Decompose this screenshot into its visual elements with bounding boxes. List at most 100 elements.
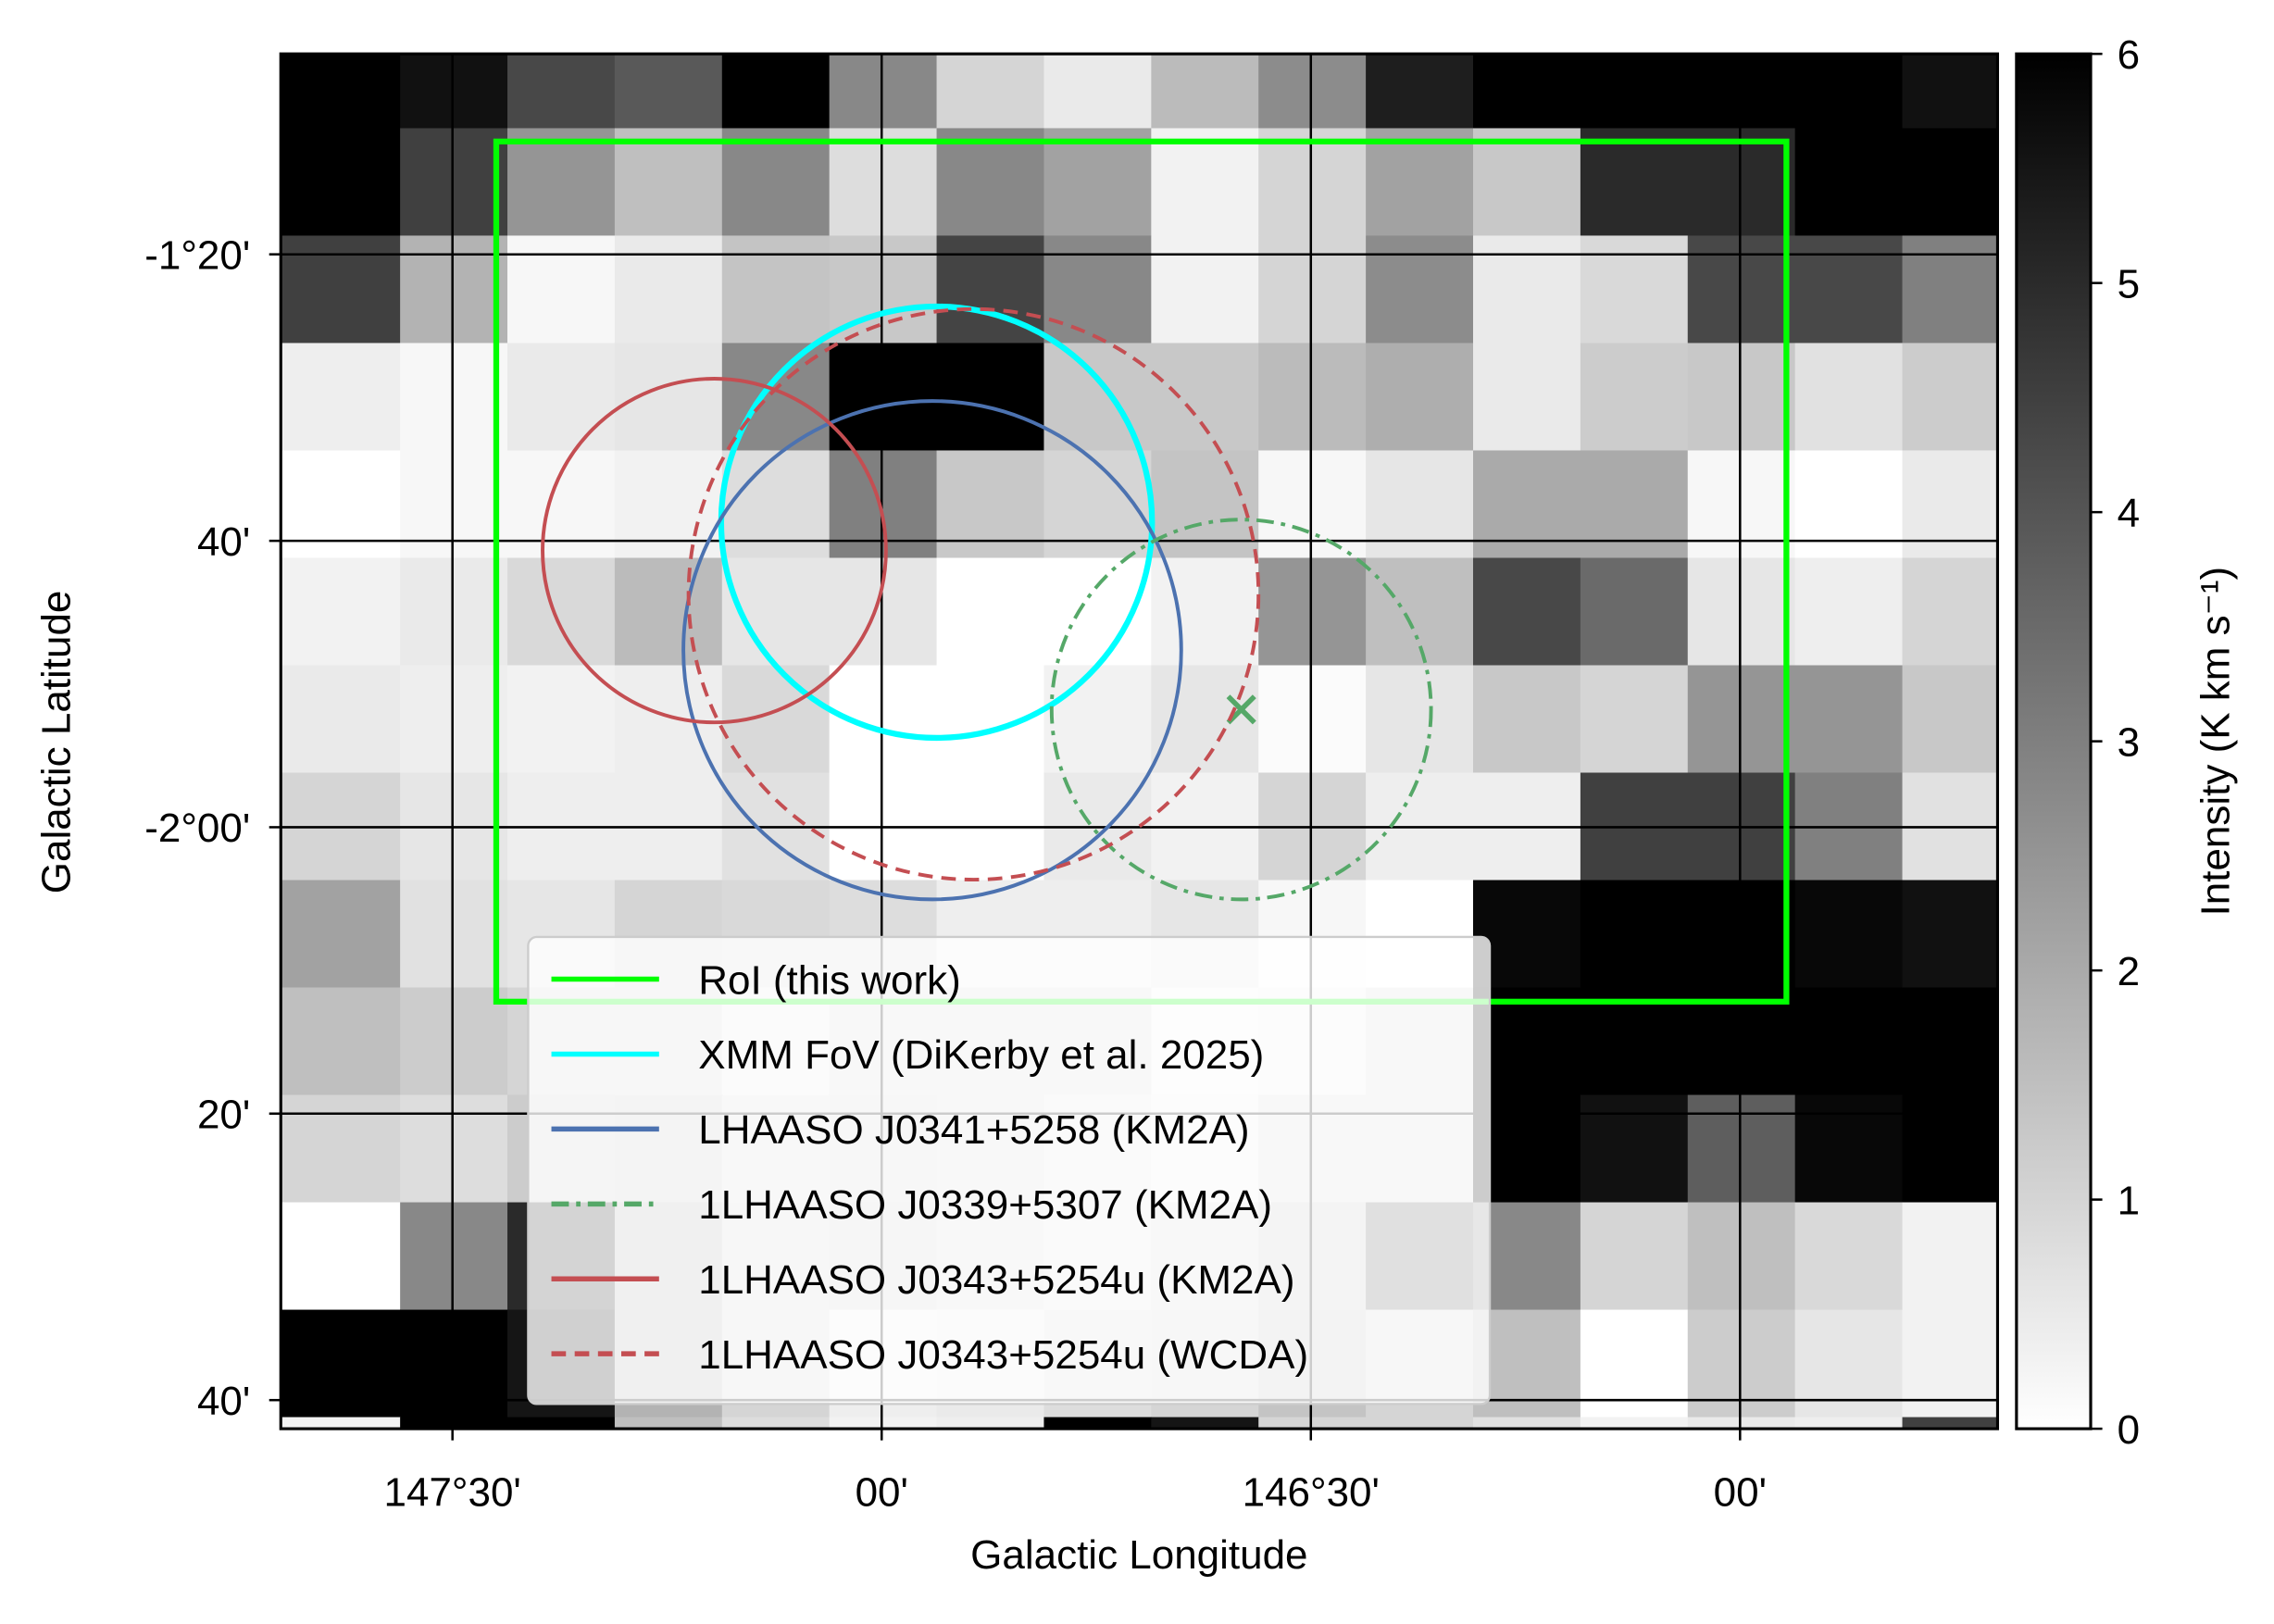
heatmap-cell — [829, 128, 938, 237]
heatmap-cell — [1258, 54, 1367, 130]
x-tick-label: 00' — [856, 1469, 908, 1515]
heatmap-cell — [1902, 343, 1998, 452]
heatmap-cell — [1151, 665, 1260, 774]
heatmap-cell — [936, 343, 1045, 452]
heatmap-cell — [1472, 54, 1581, 130]
heatmap-cell — [1043, 128, 1153, 237]
x-axis-label: Galactic Longitude — [970, 1532, 1307, 1578]
heatmap-cell — [829, 1417, 938, 1430]
heatmap-cell — [1472, 1202, 1581, 1311]
heatmap-cell — [721, 450, 831, 559]
heatmap-cell — [1580, 1309, 1689, 1418]
heatmap-cell — [936, 557, 1045, 667]
heatmap-cell — [1794, 128, 1904, 237]
y-tick-label: 20' — [197, 1092, 250, 1137]
heatmap-cell — [1902, 987, 1998, 1096]
axes: 147°30' 00' 146°30' 00' -1°20' 40' -2°00' 20' 40… — [144, 232, 1767, 1515]
heatmap-cell — [1043, 54, 1153, 130]
colorbar-ramp — [2015, 52, 2093, 1430]
heatmap-cell — [281, 343, 401, 452]
heatmap-cell — [1472, 987, 1581, 1096]
heatmap-cell — [614, 235, 723, 344]
heatmap-cell — [1687, 1202, 1796, 1311]
heatmap-cell — [1794, 987, 1904, 1096]
heatmap-cell — [614, 1417, 723, 1430]
heatmap-cell — [507, 235, 616, 344]
heatmap-cell — [1902, 450, 1998, 559]
heatmap-cell — [281, 128, 401, 237]
heatmap-cell — [1687, 235, 1796, 344]
plot-frame — [279, 52, 2000, 1430]
y-tick-label: -2°00' — [144, 806, 250, 851]
heatmap-cell — [1580, 343, 1689, 452]
y-tick-label: 40' — [197, 1379, 250, 1424]
heatmap-cell — [1472, 665, 1581, 774]
heatmap-cell — [281, 1094, 401, 1204]
heatmap-cell — [1580, 557, 1689, 667]
heatmap-cell — [1902, 128, 1998, 237]
heatmap-cell — [1366, 54, 1474, 130]
heatmap-cell — [1472, 880, 1581, 989]
colorbar-tick-label: 2 — [2118, 949, 2140, 994]
heatmap-cell — [1794, 235, 1904, 344]
heatmap-cell — [1902, 235, 1998, 344]
heatmap-cell — [1472, 557, 1581, 667]
heatmap-cell — [400, 557, 508, 667]
heatmap-cell — [1258, 557, 1367, 667]
heatmap-cell — [1043, 235, 1153, 344]
heatmap-cell — [1794, 450, 1904, 559]
heatmap-cell — [1794, 880, 1904, 989]
legend-label: RoI (this work) — [698, 957, 961, 1003]
heatmap-cell — [1580, 987, 1689, 1096]
heatmap-cell — [1687, 987, 1796, 1096]
heatmap-cell — [400, 1417, 508, 1430]
heatmap-cell — [614, 128, 723, 237]
heatmap-cell — [281, 987, 401, 1096]
heatmap-cell — [1687, 343, 1796, 452]
legend-box — [527, 935, 1492, 1405]
heatmap-cell — [400, 54, 508, 130]
heatmap-cell — [1366, 128, 1474, 237]
colorbar: 0 1 2 3 4 5 6 Intensity (K km s⁻¹) — [2015, 32, 2238, 1453]
heatmap-cell — [1902, 880, 1998, 989]
heatmap-cell — [400, 1309, 508, 1418]
heatmap-cell — [1794, 1202, 1904, 1311]
heatmap-cell — [1580, 128, 1689, 237]
heatmap-cell — [281, 880, 401, 989]
x-tick-label: 147°30' — [384, 1469, 521, 1515]
heatmap-cell — [400, 343, 508, 452]
heatmap-cell — [1687, 557, 1796, 667]
heatmap-cell — [1902, 665, 1998, 774]
heatmap-cell — [507, 54, 616, 130]
heatmap-cell — [829, 450, 938, 559]
heatmap-cell — [400, 987, 508, 1096]
heatmap-cell — [1151, 54, 1260, 130]
region-circle — [718, 303, 1156, 742]
heatmap-cell — [1687, 665, 1796, 774]
heatmap-cell — [721, 128, 831, 237]
heatmap-cell — [1902, 557, 1998, 667]
heatmap-cell — [1366, 235, 1474, 344]
heatmap-cell — [507, 450, 616, 559]
heatmap-cell — [1258, 343, 1367, 452]
heatmap-cell — [1687, 1094, 1796, 1204]
heatmap-cell — [281, 235, 401, 344]
heatmap-cell — [1366, 343, 1474, 452]
heatmap-cell — [507, 665, 616, 774]
heatmap-cell — [1687, 1417, 1796, 1430]
heatmap-cell — [507, 343, 616, 452]
x-tick-label: 00' — [1714, 1469, 1767, 1515]
colorbar-tick-label: 0 — [2118, 1407, 2140, 1453]
heatmap-cell — [1902, 1202, 1998, 1311]
colorbar-tick-label: 5 — [2118, 261, 2140, 306]
heatmap-cell — [721, 1417, 831, 1430]
heatmap-cell — [1043, 665, 1153, 774]
heatmap-cell — [829, 343, 938, 452]
heatmap-cell — [1902, 1309, 1998, 1418]
heatmap-cell — [507, 1417, 616, 1430]
heatmap-cell — [281, 1309, 401, 1418]
heatmap-cell — [1366, 665, 1474, 774]
legend-label: LHAASO J0341+5258 (KM2A) — [698, 1107, 1249, 1153]
heatmap-cell — [936, 54, 1045, 130]
